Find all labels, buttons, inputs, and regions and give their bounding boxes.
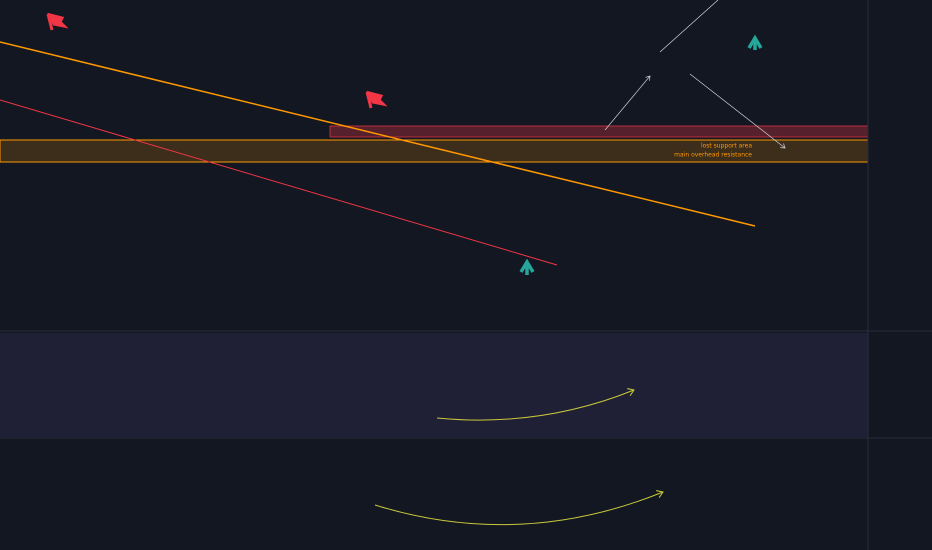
drawings: lost support area main overhead resistan… xyxy=(0,0,869,526)
flag-icon xyxy=(365,90,388,109)
flag-icon xyxy=(46,12,69,31)
resistance-zone xyxy=(329,125,869,138)
annotation: main overhead resistance xyxy=(674,152,752,159)
curve-arrow xyxy=(374,492,663,526)
arrow xyxy=(604,76,650,131)
trendline xyxy=(0,99,558,266)
curve-arrow xyxy=(436,390,634,421)
rsi-band-fill xyxy=(0,333,868,437)
up-arrow-icon xyxy=(519,258,535,275)
annotation: lost support area xyxy=(701,143,752,150)
arrow xyxy=(689,73,785,148)
trendline xyxy=(0,41,756,227)
up-arrow-icon xyxy=(747,34,763,50)
arrow xyxy=(659,0,719,53)
